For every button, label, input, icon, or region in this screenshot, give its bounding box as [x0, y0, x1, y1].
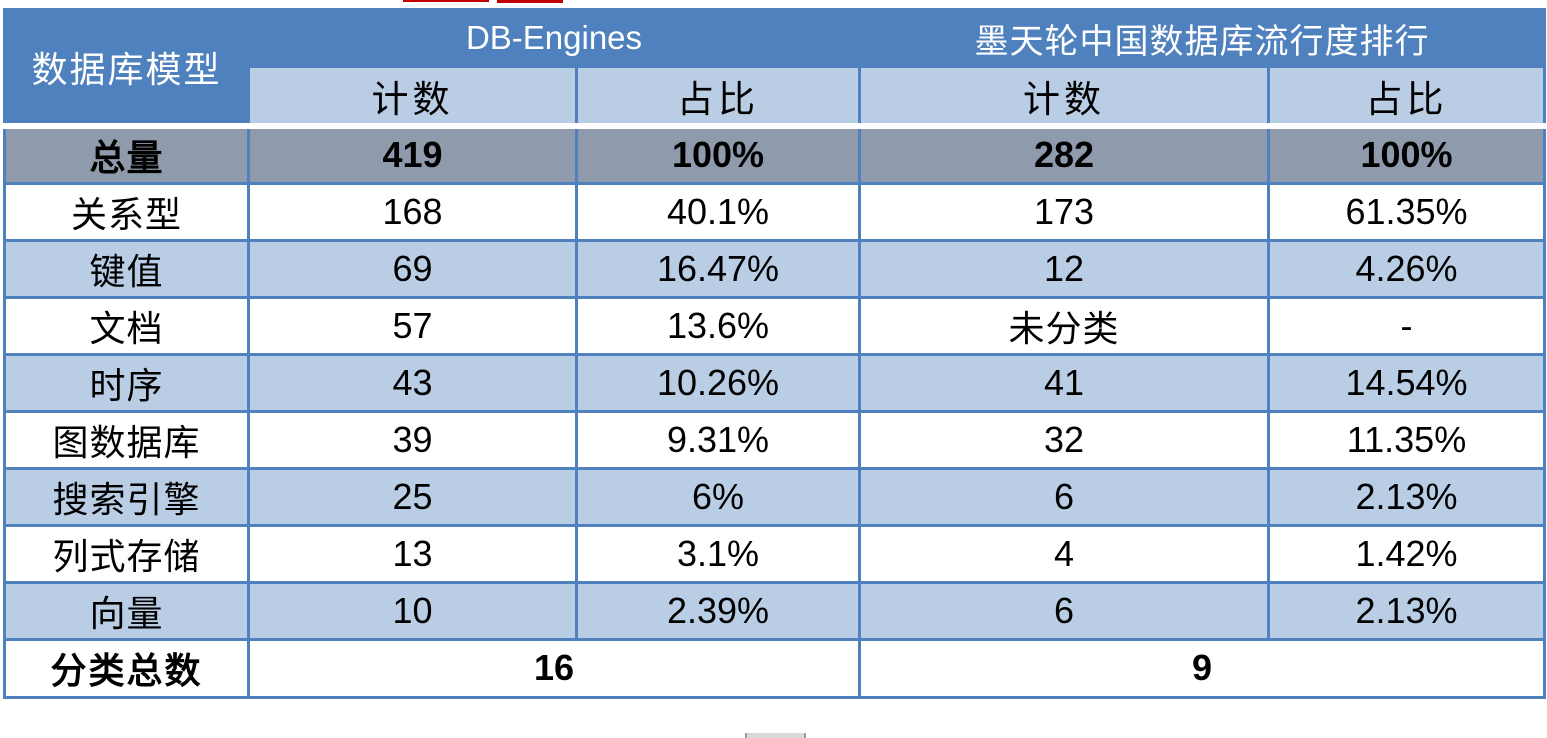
- group-header-motianlun: 墨天轮中国数据库流行度排行: [858, 8, 1546, 68]
- table-row-total: 总量 419 100% 282 100%: [3, 123, 1546, 185]
- header-group-row: 数据库模型 DB-Engines 墨天轮中国数据库流行度排行: [3, 8, 1546, 128]
- row-label: 时序: [3, 352, 250, 413]
- db-pct-cell: 40.1%: [575, 181, 861, 242]
- row-label: 总量: [3, 123, 250, 185]
- col-header-db-count: 计数: [247, 65, 578, 128]
- row-label: 列式存储: [3, 523, 250, 584]
- mt-pct-cell: -: [1267, 295, 1546, 356]
- db-pct-cell: 13.6%: [575, 295, 861, 356]
- table-row: 向量 10 2.39% 6 2.13%: [3, 580, 1546, 641]
- db-pct-cell: 10.26%: [575, 352, 861, 413]
- mt-pct-cell: 100%: [1267, 123, 1546, 185]
- db-count-cell: 168: [247, 181, 578, 242]
- db-count-cell: 13: [247, 523, 578, 584]
- table-row: 搜索引擎 25 6% 6 2.13%: [3, 466, 1546, 527]
- red-line-fragment: [403, 0, 489, 2]
- mt-pct-cell: 14.54%: [1267, 352, 1546, 413]
- mt-category-total-cell: 9: [858, 637, 1546, 699]
- row-label: 搜索引擎: [3, 466, 250, 527]
- mt-count-cell: 282: [858, 123, 1270, 185]
- table-row: 列式存储 13 3.1% 4 1.42%: [3, 523, 1546, 584]
- mt-pct-cell: 2.13%: [1267, 466, 1546, 527]
- db-pct-cell: 9.31%: [575, 409, 861, 470]
- row-label: 向量: [3, 580, 250, 641]
- mt-pct-cell: 11.35%: [1267, 409, 1546, 470]
- database-model-comparison-table: 数据库模型 DB-Engines 墨天轮中国数据库流行度排行 计数 占比 计数 …: [3, 8, 1546, 699]
- row-label: 图数据库: [3, 409, 250, 470]
- mt-count-cell: 4: [858, 523, 1270, 584]
- db-pct-cell: 100%: [575, 123, 861, 185]
- col-header-mt-pct: 占比: [1267, 65, 1546, 128]
- db-count-cell: 25: [247, 466, 578, 527]
- col-header-mt-count: 计数: [858, 65, 1270, 128]
- sub-header-row: 计数 占比 计数 占比: [5, 65, 1546, 128]
- db-pct-cell: 2.39%: [575, 580, 861, 641]
- mt-count-cell: 6: [858, 580, 1270, 641]
- row-label: 文档: [3, 295, 250, 356]
- db-category-total-cell: 16: [247, 637, 861, 699]
- db-pct-cell: 6%: [575, 466, 861, 527]
- db-count-cell: 43: [247, 352, 578, 413]
- table-row: 图数据库 39 9.31% 32 11.35%: [3, 409, 1546, 470]
- mt-pct-cell: 4.26%: [1267, 238, 1546, 299]
- mt-pct-cell: 2.13%: [1267, 580, 1546, 641]
- mt-count-cell: 173: [858, 181, 1270, 242]
- row-label: 分类总数: [3, 637, 250, 699]
- mt-count-cell: 6: [858, 466, 1270, 527]
- col-header-db-pct: 占比: [575, 65, 861, 128]
- db-count-cell: 39: [247, 409, 578, 470]
- db-pct-cell: 16.47%: [575, 238, 861, 299]
- red-line-fragment: [497, 0, 563, 3]
- row-label: 关系型: [3, 181, 250, 242]
- table-row: 关系型 168 40.1% 173 61.35%: [3, 181, 1546, 242]
- table-row-category-totals: 分类总数 16 9: [3, 637, 1546, 699]
- mt-count-cell: 41: [858, 352, 1270, 413]
- scrollbar-fragment: [745, 733, 806, 738]
- db-count-cell: 10: [247, 580, 578, 641]
- db-count-cell: 419: [247, 123, 578, 185]
- db-pct-cell: 3.1%: [575, 523, 861, 584]
- table-row: 时序 43 10.26% 41 14.54%: [3, 352, 1546, 413]
- mt-count-cell: 12: [858, 238, 1270, 299]
- mt-count-cell: 未分类: [858, 295, 1270, 356]
- group-header-db-engines: DB-Engines: [247, 8, 861, 68]
- db-count-cell: 69: [247, 238, 578, 299]
- mt-count-cell: 32: [858, 409, 1270, 470]
- db-count-cell: 57: [247, 295, 578, 356]
- mt-pct-cell: 1.42%: [1267, 523, 1546, 584]
- row-label: 键值: [3, 238, 250, 299]
- mt-pct-cell: 61.35%: [1267, 181, 1546, 242]
- table-row: 键值 69 16.47% 12 4.26%: [3, 238, 1546, 299]
- row-header-column-title: 数据库模型: [3, 8, 250, 128]
- table-row: 文档 57 13.6% 未分类 -: [3, 295, 1546, 356]
